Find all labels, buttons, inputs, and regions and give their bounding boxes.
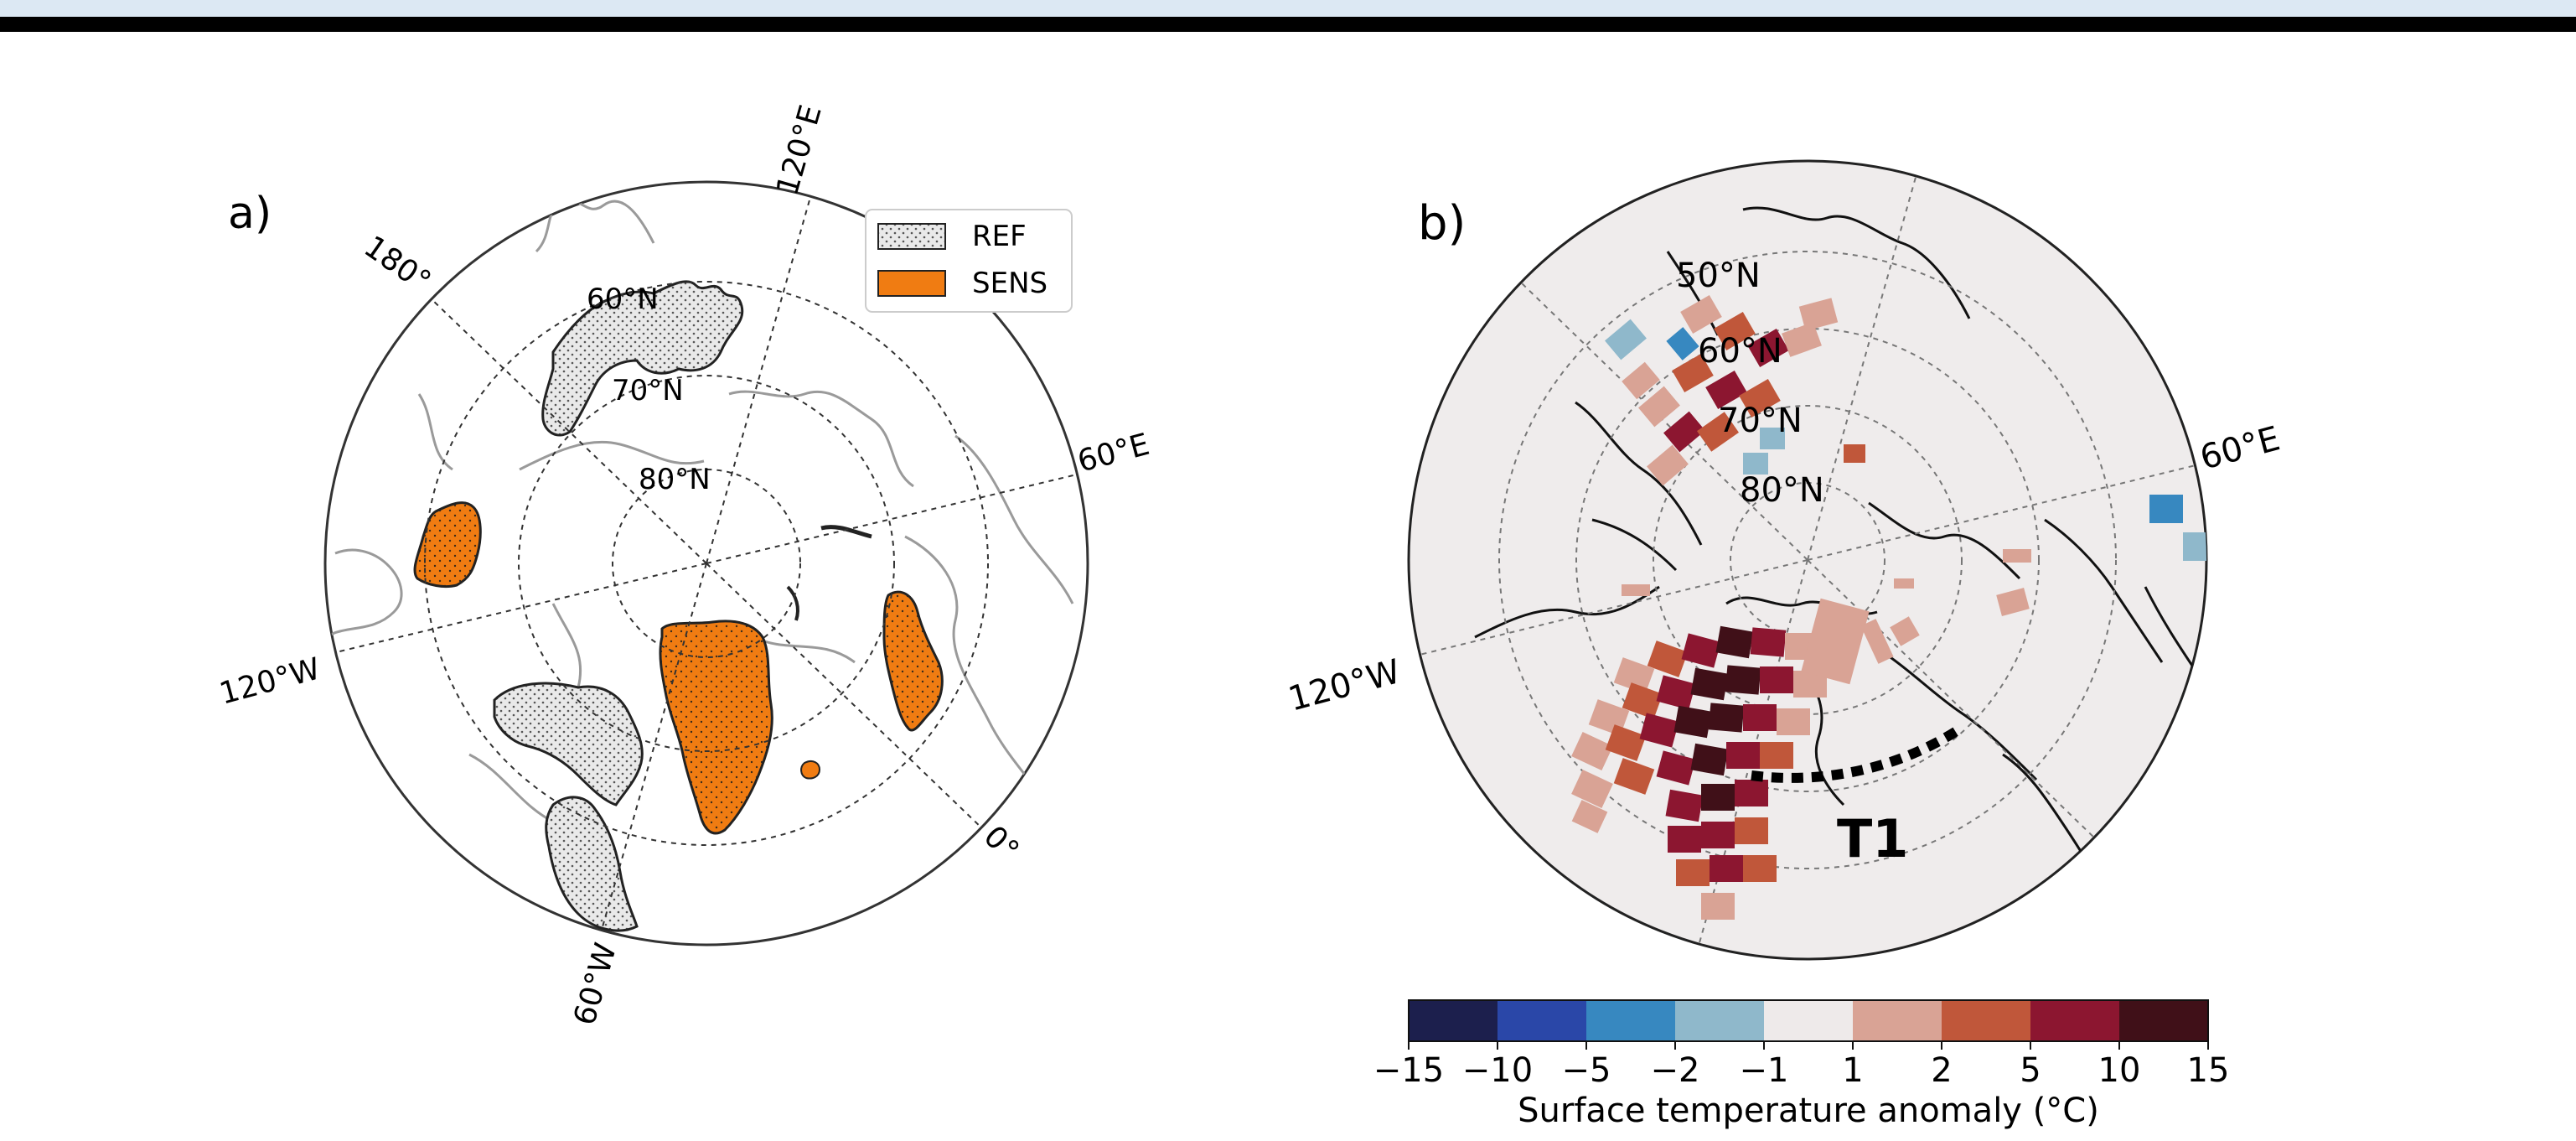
anomaly-cells-pacific: [1605, 295, 1865, 486]
lat-label-60n-a: 60°N: [587, 283, 659, 316]
colorbar-tick-label: −10: [1462, 1051, 1533, 1090]
sens-region-iceland: [800, 760, 821, 780]
colorbar-cell: [1586, 1000, 1676, 1041]
colorbar-cell: [2030, 1000, 2120, 1041]
colorbar-tick-label: 1: [1842, 1051, 1863, 1090]
colorbar-tick-label: 2: [1931, 1051, 1952, 1090]
lat-label-80n-a: 80°N: [639, 463, 711, 496]
colorbar-tick-label: −15: [1373, 1051, 1444, 1090]
colorbar-cell: [1409, 1000, 1498, 1041]
graticule-a: [332, 182, 1081, 945]
legend-label-sens: SENS: [972, 267, 1047, 300]
lat-label-70n-b: 70°N: [1718, 402, 1803, 440]
anomaly-cells-scattered: [1622, 495, 2206, 616]
lon-label-120e-a: 120°E: [770, 101, 829, 200]
lon-label-60e-a: 60°E: [1074, 428, 1153, 480]
lat-label-80n-b: 80°N: [1740, 471, 1824, 510]
ref-region-siberia: [541, 280, 744, 437]
transect-t1-label: T1: [1837, 808, 1908, 869]
legend-swatch-sens: [877, 270, 946, 297]
sens-region-scandinavia: [882, 590, 944, 732]
lon-label-180-a: 180°: [358, 230, 437, 299]
ref-region-canada-north: [493, 682, 644, 806]
colorbar-tick-label: 10: [2098, 1051, 2141, 1090]
lon-label-120w-a: 120°W: [216, 651, 324, 711]
colorbar-cells: [1409, 1000, 2209, 1041]
anomaly-cells-greenland: [1571, 598, 1920, 920]
panel-b: b): [1285, 159, 2284, 1130]
colorbar-cell: [1497, 1000, 1587, 1041]
map-a-content: [325, 182, 1081, 945]
colorbar-cell: [2119, 1000, 2209, 1041]
lat-label-50n-b: 50°N: [1676, 257, 1761, 295]
colorbar-title: Surface temperature anomaly (°C): [1518, 1092, 2099, 1130]
colorbar-tick-label: −2: [1651, 1051, 1700, 1090]
colorbar-ticks: −15 −10 −5 −2 −1 1 2 5 10 15: [1373, 1041, 2230, 1090]
sens-region-alaska: [413, 501, 482, 589]
colorbar-cell: [1853, 1000, 1942, 1041]
panel-a: a): [216, 101, 1153, 1029]
ref-region-canada-south: [545, 796, 639, 932]
lon-label-120w-b: 120°W: [1285, 652, 1404, 719]
lat-label-70n-a: 70°N: [612, 374, 684, 407]
legend-label-ref: REF: [972, 220, 1027, 253]
transect-t1-line: [1751, 724, 1963, 783]
islands-arctic: [786, 585, 799, 621]
graticule-b: [1419, 174, 2196, 947]
colorbar: −15 −10 −5 −2 −1 1 2 5 10 15 Surface temperature …: [1373, 999, 2230, 1130]
lat-label-60n-b: 60°N: [1698, 332, 1782, 371]
colorbar-cell: [1675, 1000, 1765, 1041]
lon-label-60e-b: 60°E: [2196, 419, 2284, 477]
legend-swatch-ref: [877, 223, 946, 250]
legend-a: REF SENS: [865, 209, 1073, 313]
colorbar-cell: [1764, 1000, 1854, 1041]
colorbar-cell: [1942, 1000, 2031, 1041]
colorbar-tick-label: 5: [2020, 1051, 2041, 1090]
lon-label-60w-a: 60°W: [567, 940, 623, 1029]
colorbar-tick-label: −5: [1562, 1051, 1611, 1090]
coastlines-b: [1474, 206, 2197, 898]
panel-a-label: a): [228, 189, 272, 239]
lon-label-0-a: 0°: [977, 819, 1026, 868]
top-border-line: [0, 17, 2576, 32]
panel-b-label: b): [1418, 196, 1466, 251]
map-b-content: [1419, 174, 2206, 947]
colorbar-tick-label: −1: [1740, 1051, 1789, 1090]
colorbar-tick-label: 15: [2187, 1051, 2230, 1090]
colorbar-frame: [1408, 999, 2209, 1042]
sens-region-greenland: [659, 620, 773, 835]
